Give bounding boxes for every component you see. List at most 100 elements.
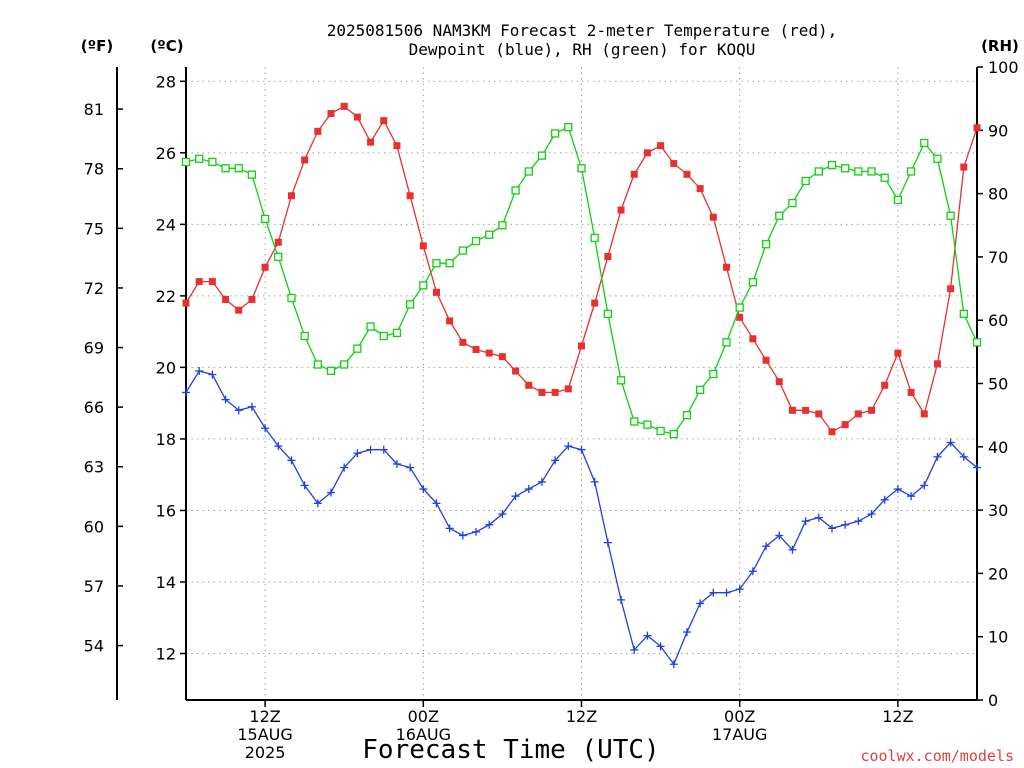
dewpoint-point: [524, 485, 533, 493]
rh-tick-label: 10: [988, 628, 1008, 647]
credit-text: coolwx.com/models: [860, 747, 1014, 765]
dewpoint-point: [221, 395, 230, 404]
dewpoint-point: [498, 510, 507, 519]
dewpoint-point: [234, 406, 243, 415]
rh-point: [616, 376, 626, 385]
temperature-point: [353, 113, 361, 121]
temperature-point: [564, 385, 572, 393]
celsius-tick-label: 24: [156, 215, 176, 234]
rh-point: [405, 300, 415, 309]
rh-point: [867, 167, 876, 176]
dewpoint-point: [643, 631, 652, 640]
fahrenheit-tick-label: 54: [84, 637, 104, 656]
rh-point: [920, 138, 929, 148]
temperature-point: [696, 185, 704, 193]
temperature-point: [314, 127, 322, 135]
temperature-point: [960, 163, 968, 171]
temperature-point: [907, 388, 915, 396]
fahrenheit-tick-label: 81: [84, 100, 104, 119]
dewpoint-point: [247, 402, 256, 411]
dewpoint-point: [880, 495, 889, 504]
temperature-point: [472, 346, 480, 354]
rh-point: [208, 157, 217, 167]
rh-point: [353, 344, 362, 353]
dewpoint-point: [696, 599, 705, 608]
dewpoint-point: [907, 492, 916, 501]
dewpoint-point: [366, 445, 375, 454]
temperature-point: [406, 192, 414, 200]
dewpoint-point: [775, 531, 784, 540]
rh-point: [313, 360, 322, 369]
temperature-point: [683, 170, 691, 178]
dewpoint-point: [511, 492, 520, 501]
fahrenheit-tick-label: 75: [84, 219, 104, 238]
fahrenheit-tick-label: 60: [84, 517, 104, 536]
rh-point: [590, 233, 599, 243]
rh-point: [260, 214, 270, 224]
rh-tick-label: 80: [988, 185, 1008, 204]
temperature-point: [393, 142, 401, 150]
dewpoint-point: [208, 370, 217, 379]
dewpoint-point: [182, 388, 190, 397]
rh-point: [841, 164, 850, 173]
temperature-point: [723, 263, 731, 271]
dewpoint-point: [445, 524, 454, 533]
dewpoint-point: [406, 463, 415, 472]
time-tick-label: 15AUG: [237, 725, 292, 744]
rh-point: [577, 164, 586, 173]
dewpoint-point: [327, 488, 336, 497]
axes: 12 14 16 18 20 22 24 26 28 54 57 60 63 66 69 72 75 78 81 0 1…: [84, 58, 1019, 762]
rh-point: [669, 429, 678, 439]
fahrenheit-tick-label: 72: [84, 279, 104, 298]
chart-title: 2025081506 NAM3KM Forecast 2-meter Tempe…: [327, 21, 838, 40]
fahrenheit-tick-label: 57: [84, 577, 104, 596]
temperature-point: [235, 306, 243, 314]
dewpoint-point: [827, 524, 836, 533]
rh-tick-label: 50: [988, 375, 1008, 394]
rh-point: [458, 246, 468, 255]
dewpoint-point: [801, 517, 810, 526]
temperature-point: [195, 278, 203, 286]
dewpoint-point: [340, 463, 349, 472]
time-tick-label: 00Z: [724, 707, 755, 726]
rh-point: [366, 322, 375, 331]
celsius-tick-label: 14: [156, 573, 176, 592]
dewpoint-point: [946, 438, 955, 447]
dewpoint-point: [920, 481, 929, 490]
rh-point: [827, 160, 837, 170]
dewpoint-point: [748, 567, 757, 576]
dewpoint-point: [788, 545, 797, 554]
temperature-point: [947, 285, 955, 293]
dewpoint-point: [893, 485, 902, 493]
dewpoint-point: [669, 660, 678, 669]
dewpoint-point: [590, 477, 599, 486]
temperature-point: [551, 388, 559, 396]
rh-point: [524, 167, 533, 176]
celsius-tick-label: 28: [156, 72, 176, 91]
rh-tick-label: 20: [988, 564, 1008, 583]
time-tick-label: 16AUG: [396, 725, 451, 744]
rh-point: [959, 309, 968, 319]
rh-point: [893, 195, 903, 205]
rh-point: [537, 151, 547, 160]
temperature-point: [973, 124, 981, 132]
rh-point: [195, 154, 204, 163]
rh-point: [379, 331, 388, 341]
rh-point: [221, 164, 230, 173]
temperature-point: [287, 192, 295, 200]
dewpoint-point: [959, 452, 968, 461]
dewpoint-point: [392, 459, 401, 468]
dewpoint-point: [656, 642, 665, 651]
temperature-point: [643, 149, 651, 157]
temperature-point: [340, 102, 348, 110]
rh-point: [630, 417, 639, 426]
temperature-point: [208, 278, 216, 286]
rh-tick-label: 100: [988, 58, 1019, 77]
time-tick-label: 12Z: [882, 707, 913, 726]
rh-point: [485, 230, 494, 239]
fahrenheit-tick-label: 78: [84, 160, 104, 179]
rh-tick-label: 30: [988, 501, 1008, 520]
temperature-series: [182, 102, 981, 436]
rh-point: [340, 360, 349, 369]
x-axis-label: Forecast Time (UTC): [362, 735, 659, 765]
